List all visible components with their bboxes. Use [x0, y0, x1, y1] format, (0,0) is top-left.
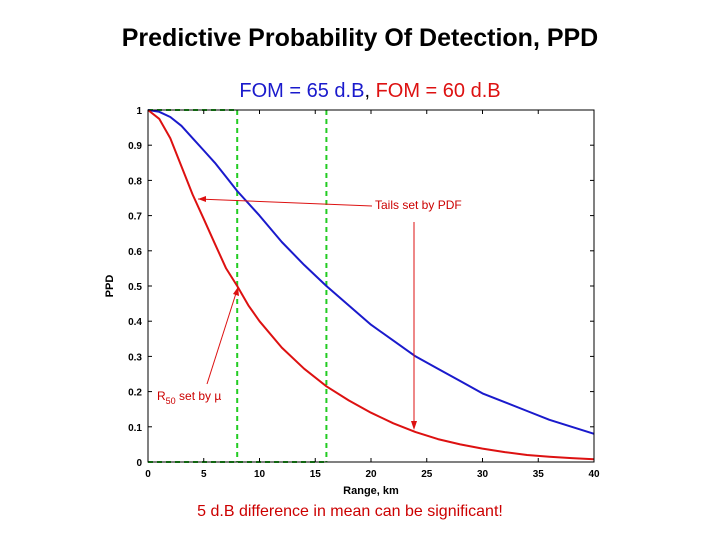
r50-arrowhead [233, 287, 239, 296]
x-tick-label: 20 [365, 469, 377, 480]
x-tick-label: 30 [477, 469, 489, 480]
tails-label: Tails set by PDF [375, 198, 462, 212]
axis-ticks: 0 5 10 15 20 25 30 35 40 0 0.1 0.2 0.3 0.4 0.5 0.6 0.7 0.… [128, 106, 600, 480]
x-tick-label: 5 [201, 469, 207, 480]
r50-rest: set by µ [176, 389, 222, 403]
legend-separator: , [364, 80, 376, 102]
y-tick-label: 0.3 [128, 352, 142, 363]
plot-area [148, 110, 594, 462]
y-axis-label: PPD [104, 275, 116, 298]
x-tick-label: 10 [254, 469, 266, 480]
y-tick-label: 0.8 [128, 176, 142, 187]
x-tick-label: 40 [588, 469, 600, 480]
legend-fom65: FOM = 65 d.B [239, 80, 365, 102]
y-tick-label: 0.5 [128, 282, 142, 293]
x-tick-label: 35 [533, 469, 545, 480]
data-series [147, 109, 595, 461]
annotation-tails: Tails set by PDF [197, 196, 462, 430]
r50-subscript: 50 [166, 396, 176, 406]
series-line-fom60 [147, 109, 595, 461]
slide-title: Predictive Probability Of Detection, PPD [121, 24, 599, 52]
x-axis-label: Range, km [343, 485, 399, 497]
y-tick-label: 0.6 [128, 247, 142, 258]
legend-fom60: FOM = 60 d.B [375, 80, 501, 102]
y-tick-label: 1 [136, 106, 142, 117]
tails-arrowhead-left [198, 196, 206, 202]
tails-arrow-left [197, 198, 373, 207]
y-tick-label: 0.9 [128, 141, 142, 152]
y-tick-label: 0.1 [128, 423, 142, 434]
series-line-fom65 [147, 109, 595, 435]
slide-caption: 5 d.B difference in mean can be signific… [197, 503, 503, 520]
y-tick-label: 0 [136, 458, 142, 469]
y-tick-label: 0.7 [128, 212, 142, 223]
chart-legend-title: FOM = 65 d.B, FOM = 60 d.B [0, 80, 720, 103]
y-tick-label: 0.4 [128, 317, 142, 328]
r50-arrow [206, 286, 239, 385]
x-tick-label: 0 [145, 469, 151, 480]
annotation-r50: R50 set by µ [157, 286, 239, 406]
r50-main: R [157, 389, 166, 403]
x-tick-label: 25 [421, 469, 433, 480]
y-tick-label: 0.2 [128, 388, 142, 399]
r50-label: R50 set by µ [157, 389, 221, 406]
x-tick-label: 15 [310, 469, 322, 480]
tails-arrowhead-down [411, 421, 417, 430]
